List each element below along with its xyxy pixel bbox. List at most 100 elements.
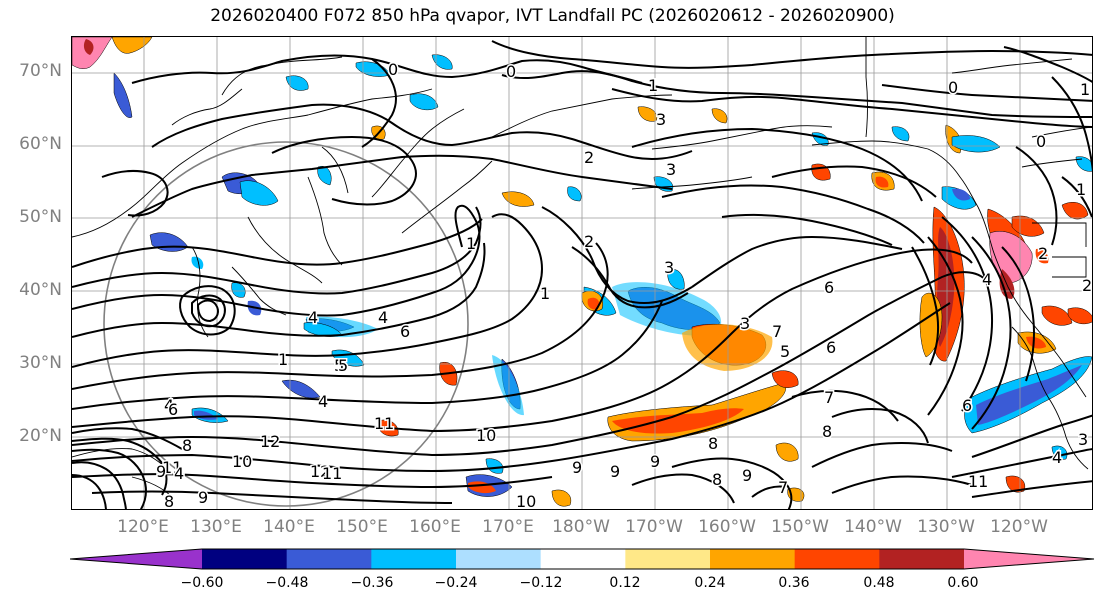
- plot-title: 2026020400 F072 850 hPa qvapor, IVT Land…: [210, 6, 895, 26]
- lon-label-170e: 170°E: [482, 517, 534, 537]
- contour-label: 6: [962, 396, 972, 415]
- contour-label: 11: [968, 472, 988, 491]
- colorbar-extend-min: [70, 549, 202, 569]
- contour-label: 3: [1092, 258, 1093, 277]
- contour-label: 1: [466, 234, 476, 253]
- lon-label-170w: 170°W: [625, 517, 683, 537]
- contour-label: 2: [1082, 276, 1092, 295]
- lat-label-30n: 30°N: [19, 353, 62, 373]
- lon-label-120e: 120°E: [117, 517, 169, 537]
- colorbar-tick: 0.60: [947, 575, 979, 591]
- qvapor-shading: [72, 37, 1092, 507]
- contour-label: 1: [540, 284, 550, 303]
- contour-label: 6: [824, 278, 834, 297]
- contour-label: 3: [656, 110, 666, 129]
- contour-label: 8: [822, 422, 832, 441]
- lon-label-150w: 150°W: [771, 517, 829, 537]
- contour-label: 11: [322, 464, 342, 483]
- contour-label: 1: [1076, 180, 1086, 199]
- contour-label: 12: [310, 462, 330, 481]
- colorbar-segment: [202, 549, 288, 569]
- contour-label: 9: [156, 462, 166, 481]
- contour-label: 3: [1078, 430, 1088, 449]
- lat-label-50n: 50°N: [19, 207, 62, 227]
- colorbar-segment: [794, 549, 880, 569]
- contour-label: 5: [338, 356, 348, 375]
- lon-label-160e: 160°E: [409, 517, 461, 537]
- contour-label: 2: [584, 232, 594, 251]
- colorbar-segment: [456, 549, 542, 569]
- contour-label: 1: [1080, 80, 1090, 99]
- colorbar-segment: [625, 549, 711, 569]
- colorbar-outline: [70, 548, 1095, 570]
- colorbar-segment: [540, 549, 626, 569]
- lon-label-150e: 150°E: [336, 517, 388, 537]
- contour-label: 0: [1036, 132, 1046, 151]
- lat-label-20n: 20°N: [19, 426, 62, 446]
- contour-label: 4: [378, 308, 388, 327]
- colorbar-tick: 0.24: [694, 575, 726, 591]
- contour-label: 6: [168, 400, 178, 419]
- contour-label: 9: [198, 488, 208, 507]
- colorbar: [70, 548, 1095, 570]
- contour-label: 3: [666, 160, 676, 179]
- colorbar-tick: −0.60: [180, 575, 224, 591]
- contour-label: 9: [742, 466, 752, 485]
- contour-label: 9: [650, 452, 660, 471]
- contour-label: 6: [826, 338, 836, 357]
- colorbar-segment: [710, 549, 796, 569]
- lon-label-180w: 180°W: [552, 517, 610, 537]
- contour-label: 6: [400, 322, 410, 341]
- contour-label: 2: [1038, 244, 1048, 263]
- colorbar-tick: 0.36: [778, 575, 810, 591]
- colorbar-tick: −0.12: [519, 575, 563, 591]
- contour-label: 4: [1052, 448, 1062, 467]
- contour-label: 4: [982, 270, 992, 289]
- contour-label: 4: [308, 308, 318, 327]
- contour-label: 1: [648, 76, 658, 95]
- colorbar-tick: −0.24: [434, 575, 478, 591]
- contour-label: 9: [610, 462, 620, 481]
- lon-label-120w: 120°W: [990, 517, 1048, 537]
- ivt-contours: [72, 40, 1092, 509]
- contour-label: 3: [664, 258, 674, 277]
- contour-label: 10: [516, 492, 536, 510]
- contour-label: 10: [232, 452, 252, 471]
- contour-label: 11: [374, 414, 394, 433]
- contour-label: 5: [780, 342, 790, 361]
- lat-lon-grid: [72, 37, 1092, 509]
- colorbar-segment: [286, 549, 372, 569]
- colorbar-tick: 0.48: [863, 575, 895, 591]
- lat-label-60n: 60°N: [19, 134, 62, 154]
- contour-label: 7: [772, 322, 782, 341]
- lon-label-160w: 160°W: [698, 517, 756, 537]
- contour-label: 8: [182, 436, 192, 455]
- map-panel: 0 0 1 0 3 0 3 2 1 1 1 2 3 4 4 4 6 5 5 6 3 5 6 7 7 8 8 9 10 11 12 12 11 9 9…: [71, 36, 1093, 510]
- contour-label: 7: [778, 478, 788, 497]
- lon-label-140e: 140°E: [263, 517, 315, 537]
- colorbar-segment: [371, 549, 457, 569]
- contour-label: 8: [712, 470, 722, 489]
- contour-label: 4: [164, 396, 174, 415]
- contour-label: 8: [708, 434, 718, 453]
- reference-circle: [103, 141, 469, 507]
- contour-label: 10: [476, 426, 496, 445]
- contour-label: 12: [260, 432, 280, 451]
- contour-label: 11: [162, 458, 182, 477]
- lon-label-140w: 140°W: [844, 517, 902, 537]
- colorbar-tick: −0.36: [350, 575, 394, 591]
- contour-label: 5: [334, 356, 344, 375]
- colorbar-extend-max: [964, 549, 1094, 569]
- contour-label: 4: [318, 392, 328, 411]
- contour-label: 9: [572, 458, 582, 477]
- contour-label: 8: [164, 492, 174, 510]
- lat-label-70n: 70°N: [19, 61, 62, 81]
- contour-label: 3: [740, 314, 750, 333]
- lon-label-130e: 130°E: [190, 517, 242, 537]
- contour-label: 7: [824, 388, 834, 407]
- contour-label: 0: [948, 78, 958, 97]
- contour-label: 0: [506, 62, 516, 81]
- contour-label: 4: [174, 464, 184, 483]
